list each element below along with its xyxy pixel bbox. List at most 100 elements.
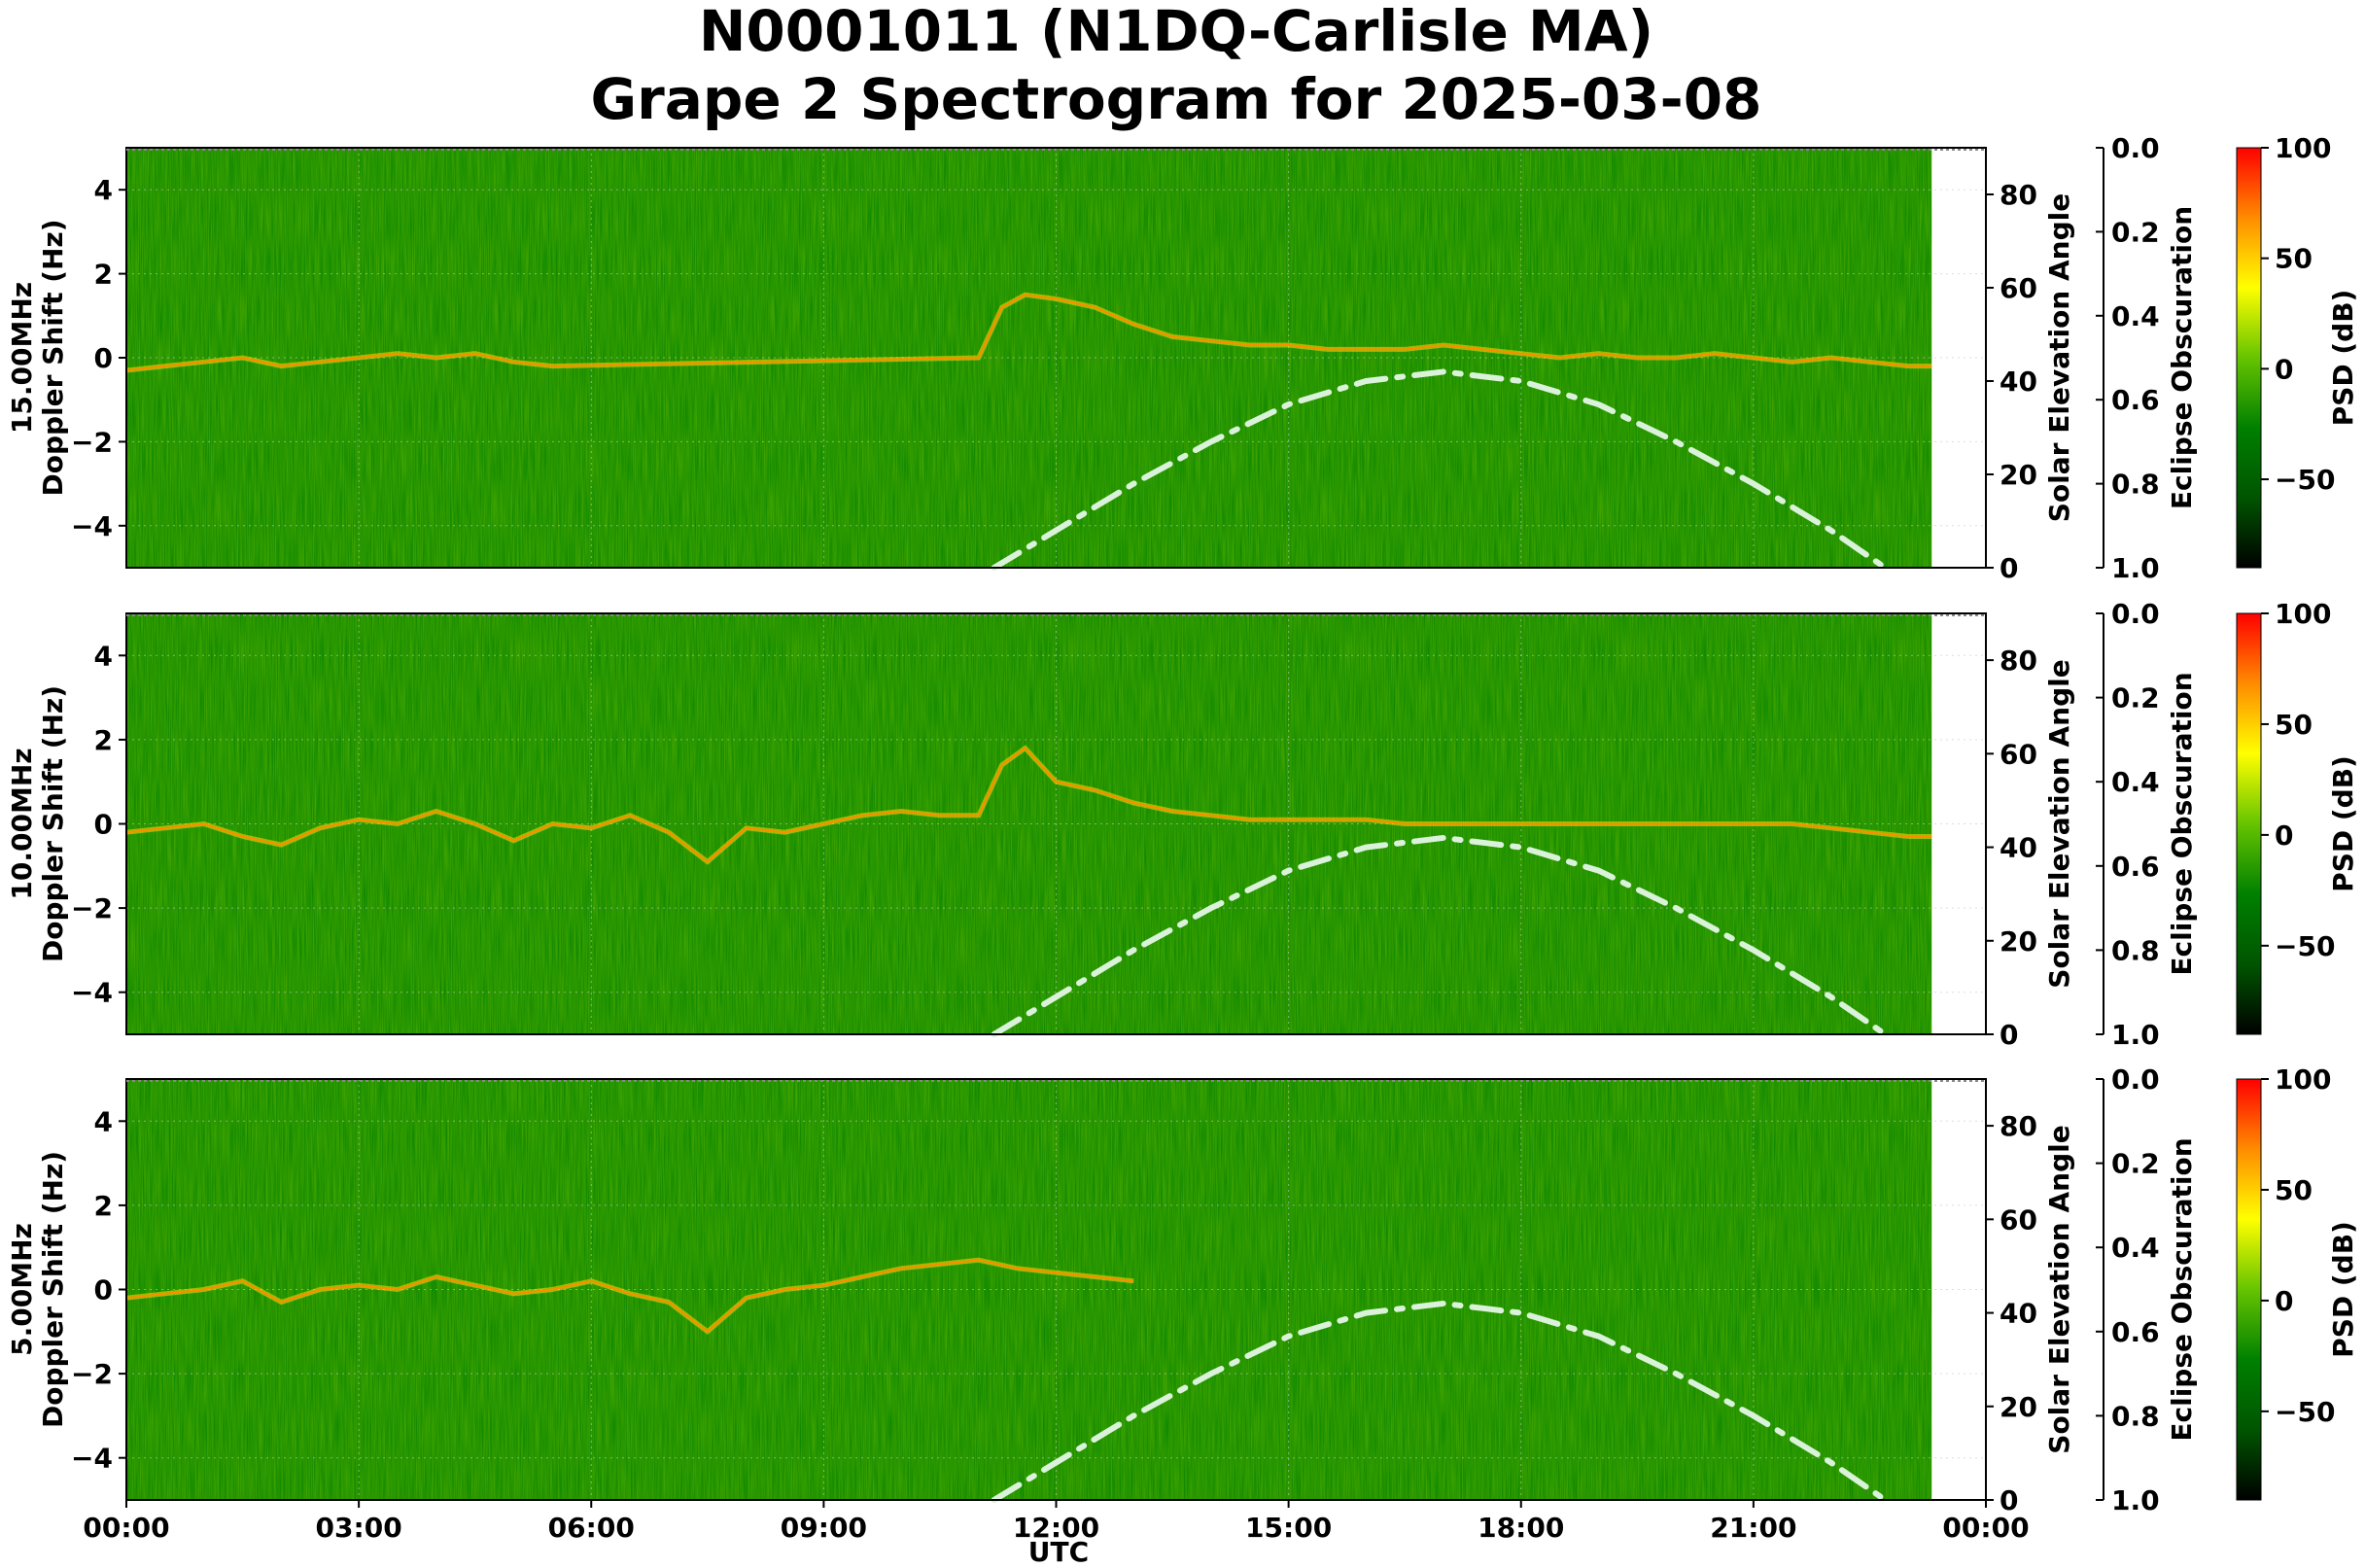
eclipse-tick-label: 0.0 [2111, 598, 2160, 630]
y-tick-label: 0 [94, 809, 113, 841]
eclipse-tick-label: 0.0 [2111, 1063, 2160, 1096]
y-tick-label: 2 [94, 259, 113, 291]
colorbar [2236, 147, 2262, 569]
colorbar-tick-label: −50 [2275, 930, 2335, 962]
eclipse-tick-label: 1.0 [2111, 552, 2160, 584]
colorbar-tick-label: 0 [2275, 819, 2293, 852]
eclipse-tick-label: 0.8 [2111, 1400, 2160, 1432]
y-tick-label: −4 [71, 510, 113, 542]
solar-tick-label: 0 [2000, 1484, 2018, 1516]
eclipse-axis-label: Eclipse Obscuration [2166, 206, 2198, 509]
solar-elevation-curve [991, 368, 1889, 571]
solar-elevation-curve [991, 834, 1889, 1037]
colorbar [2236, 612, 2262, 1035]
solar-tick-label: 80 [2000, 645, 2037, 677]
solar-axis-label: Solar Elevation Angle [2043, 659, 2075, 988]
solar-elevation-curve [991, 1300, 1889, 1503]
y-tick-label: 0 [94, 1274, 113, 1307]
solar-tick-label: 20 [2000, 925, 2037, 958]
figure-title-line-1: N0001011 (N1DQ-Carlisle MA) [699, 0, 1653, 64]
panel-frequency-label: 10.00MHz [6, 748, 38, 899]
solar-tick-label: 0 [2000, 1019, 2018, 1051]
eclipse-tick-label: 0.2 [2111, 682, 2160, 714]
solar-tick-label: 40 [2000, 832, 2037, 864]
y-tick-label: 4 [94, 640, 113, 672]
colorbar-tick-label: 0 [2275, 353, 2293, 385]
colorbar-label: PSD (dB) [2327, 755, 2359, 892]
solar-tick-label: 20 [2000, 1391, 2037, 1423]
eclipse-tick-label: 0.6 [2111, 384, 2160, 416]
y-tick-label: 2 [94, 1190, 113, 1222]
x-tick-label: 00:00 [83, 1512, 169, 1544]
colorbar-tick-label: 50 [2275, 709, 2313, 741]
doppler-trace [125, 294, 1932, 371]
solar-tick-label: 40 [2000, 1298, 2037, 1330]
y-tick-label: −4 [71, 977, 113, 1009]
y-axis-label: Doppler Shift (Hz) [37, 219, 69, 496]
solar-tick-label: 40 [2000, 366, 2037, 398]
doppler-trace [125, 1259, 1134, 1334]
eclipse-tick-label: 0.4 [2111, 1232, 2160, 1264]
solar-tick-label: 80 [2000, 1110, 2037, 1142]
colorbar-tick-label: −50 [2275, 464, 2335, 496]
spectrogram-noise [126, 1079, 1932, 1500]
colorbar-label: PSD (dB) [2327, 1221, 2359, 1358]
x-axis-label: UTC [1028, 1536, 1089, 1568]
y-tick-label: 0 [94, 342, 113, 374]
solar-tick-label: 60 [2000, 738, 2037, 770]
eclipse-tick-label: 0.6 [2111, 851, 2160, 883]
colorbar-label: PSD (dB) [2327, 290, 2359, 427]
x-tick-label: 21:00 [1710, 1512, 1796, 1544]
figure-title-line-2: Grape 2 Spectrogram for 2025-03-08 [591, 66, 1762, 132]
eclipse-tick-label: 0.8 [2111, 469, 2160, 501]
x-tick-label: 12:00 [1013, 1512, 1099, 1544]
y-axis-label: Doppler Shift (Hz) [37, 685, 69, 962]
colorbar-tick-label: 50 [2275, 243, 2313, 275]
doppler-trace [125, 747, 1932, 863]
y-tick-label: −2 [71, 1358, 113, 1390]
panel-0: −4 −2 0 2 4 15.00MHz Doppler Shift (Hz) 0 20 40 60… [6, 132, 2359, 584]
colorbar [2236, 1078, 2262, 1501]
colorbar-tick-label: 100 [2275, 598, 2331, 630]
solar-axis-label: Solar Elevation Angle [2043, 1125, 2075, 1453]
x-tick-label: 15:00 [1245, 1512, 1332, 1544]
eclipse-tick-label: 0.2 [2111, 216, 2160, 248]
y-tick-label: −2 [71, 892, 113, 924]
colorbar-tick-label: 0 [2275, 1285, 2293, 1317]
y-tick-label: 4 [94, 1105, 113, 1137]
x-tick-label: 09:00 [781, 1512, 867, 1544]
colorbar-tick-label: 100 [2275, 132, 2331, 164]
y-tick-label: −2 [71, 426, 113, 458]
eclipse-tick-label: 0.4 [2111, 300, 2160, 332]
panel-frequency-label: 5.00MHz [6, 1223, 38, 1356]
eclipse-tick-label: 1.0 [2111, 1484, 2160, 1516]
colorbar-tick-label: 100 [2275, 1063, 2331, 1096]
x-tick-label: 06:00 [548, 1512, 635, 1544]
y-tick-label: 2 [94, 724, 113, 756]
panel-1: −4 −2 0 2 4 10.00MHz Doppler Shift (Hz) 0 20 40 60… [6, 598, 2359, 1051]
x-tick-label: 03:00 [316, 1512, 402, 1544]
x-tick-label: 00:00 [1942, 1512, 2029, 1544]
x-tick-label: 18:00 [1478, 1512, 1564, 1544]
colorbar-tick-label: −50 [2275, 1396, 2335, 1428]
eclipse-axis-label: Eclipse Obscuration [2166, 672, 2198, 975]
solar-tick-label: 20 [2000, 459, 2037, 491]
eclipse-tick-label: 0.0 [2111, 132, 2160, 164]
solar-axis-label: Solar Elevation Angle [2043, 193, 2075, 522]
eclipse-tick-label: 0.4 [2111, 766, 2160, 798]
eclipse-tick-label: 0.6 [2111, 1316, 2160, 1348]
eclipse-axis-label: Eclipse Obscuration [2166, 1137, 2198, 1441]
panel-frequency-label: 15.00MHz [6, 282, 38, 434]
panel-2: −4 −2 0 2 4 5.00MHz Doppler Shift (Hz) 0 20 40 60 8… [6, 1063, 2359, 1516]
eclipse-tick-label: 1.0 [2111, 1019, 2160, 1051]
y-tick-label: 4 [94, 174, 113, 206]
solar-tick-label: 0 [2000, 552, 2018, 584]
y-axis-label: Doppler Shift (Hz) [37, 1151, 69, 1428]
y-tick-label: −4 [71, 1443, 113, 1475]
colorbar-tick-label: 50 [2275, 1174, 2313, 1206]
eclipse-tick-label: 0.2 [2111, 1148, 2160, 1180]
solar-tick-label: 60 [2000, 272, 2037, 304]
eclipse-tick-label: 0.8 [2111, 934, 2160, 966]
